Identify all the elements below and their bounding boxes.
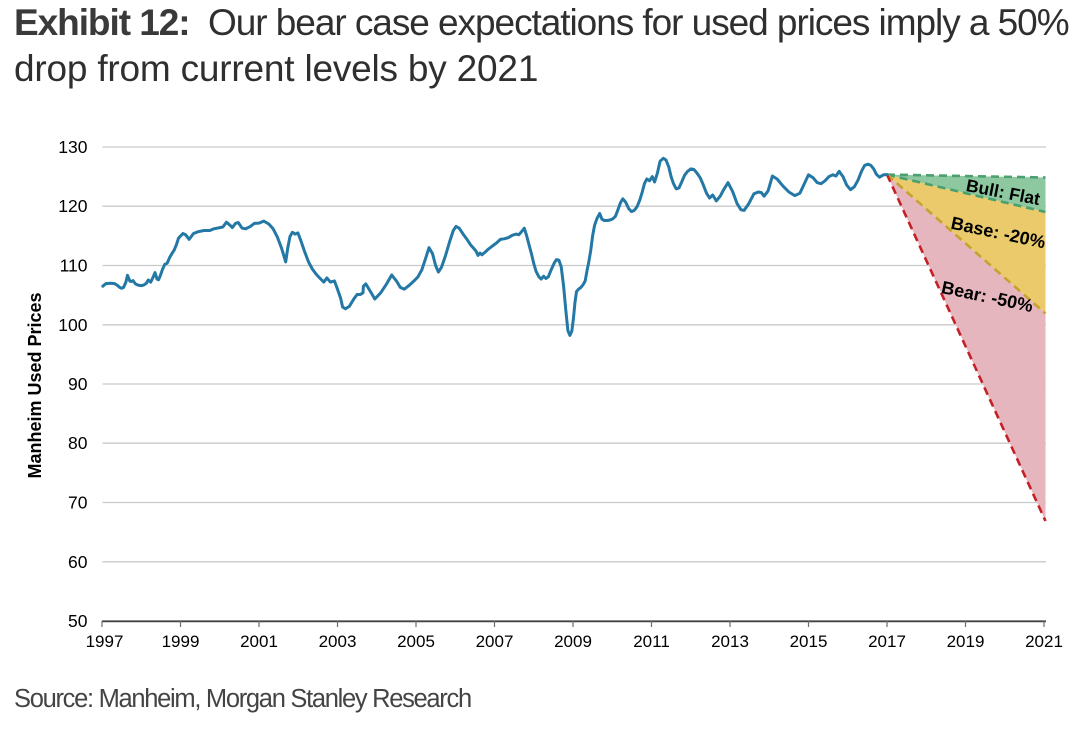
svg-text:2017: 2017: [868, 632, 906, 651]
svg-text:2007: 2007: [476, 632, 514, 651]
svg-text:130: 130: [58, 137, 87, 157]
svg-text:2021: 2021: [1025, 632, 1063, 651]
svg-text:2003: 2003: [319, 632, 357, 651]
svg-text:2019: 2019: [947, 632, 985, 651]
svg-text:1997: 1997: [86, 632, 124, 651]
svg-text:120: 120: [58, 196, 87, 216]
svg-text:110: 110: [60, 256, 88, 276]
svg-text:80: 80: [68, 433, 88, 453]
svg-text:50: 50: [68, 611, 88, 631]
svg-text:90: 90: [68, 374, 88, 394]
svg-text:2011: 2011: [633, 632, 670, 651]
svg-text:2015: 2015: [790, 632, 828, 651]
svg-text:Manheim Used Prices: Manheim Used Prices: [25, 292, 45, 478]
svg-text:2001: 2001: [240, 632, 278, 651]
svg-text:2005: 2005: [397, 632, 435, 651]
svg-text:60: 60: [68, 552, 88, 572]
svg-text:2009: 2009: [554, 632, 592, 651]
svg-text:70: 70: [68, 493, 88, 513]
svg-text:100: 100: [58, 315, 87, 335]
svg-text:1999: 1999: [162, 632, 200, 651]
svg-text:2013: 2013: [711, 632, 749, 651]
